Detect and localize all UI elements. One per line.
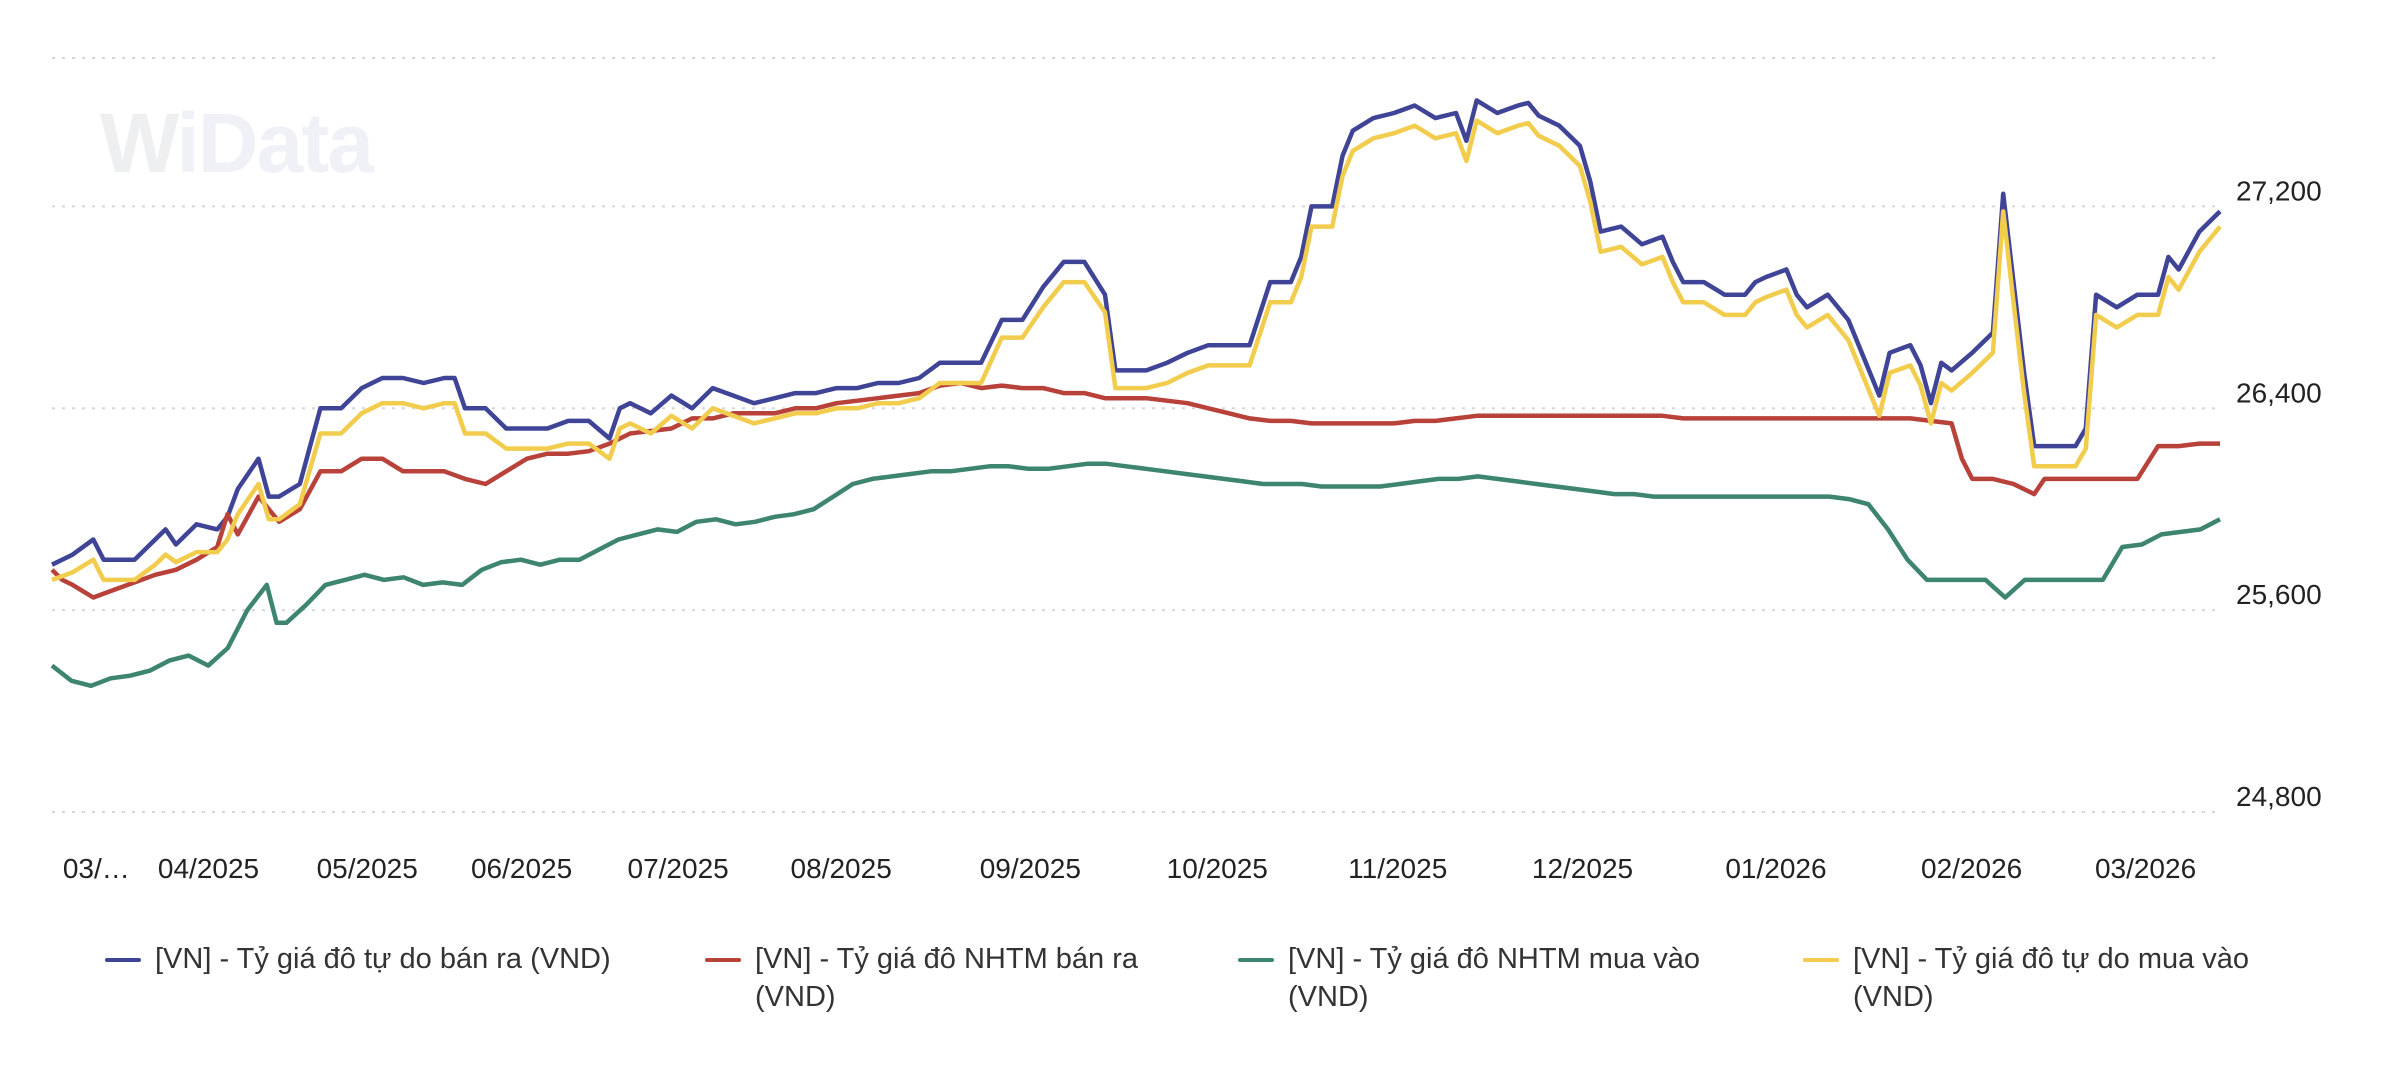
x-tick-label: 03/2026 (2095, 853, 2196, 884)
series-line-1 (51, 98, 2222, 567)
x-tick-label: 06/2025 (471, 853, 572, 884)
series-line-4 (51, 118, 2222, 583)
series-line-2 (50, 380, 2220, 600)
x-tick-label: 05/2025 (317, 853, 418, 884)
x-tick-label: 10/2025 (1167, 853, 1268, 884)
legend: [VN] - Tỷ giá đô tự do bán ra (VND) [VN] … (105, 940, 2305, 1030)
y-tick-label: 25,600 (2236, 579, 2322, 610)
x-tick-label: 02/2026 (1921, 853, 2022, 884)
legend-item-4[interactable]: [VN] - Tỷ giá đô tự do mua vào (VND) (1803, 940, 2263, 1016)
watermark-logo: WiData (100, 96, 374, 190)
x-tick-label: 07/2025 (628, 853, 729, 884)
series-line-3 (50, 461, 2222, 689)
y-tick-label: 26,400 (2236, 377, 2322, 408)
legend-item-2[interactable]: [VN] - Tỷ giá đô NHTM bán ra (VND) (705, 940, 1185, 1016)
legend-item-3[interactable]: [VN] - Tỷ giá đô NHTM mua vào (VND) (1238, 940, 1738, 1016)
x-tick-label: 11/2025 (1348, 853, 1447, 884)
x-tick-label: 01/2026 (1725, 853, 1826, 884)
x-tick-label: 03/… (63, 853, 130, 884)
legend-swatch-icon (1238, 958, 1274, 962)
x-tick-label: 08/2025 (791, 853, 892, 884)
legend-swatch-icon (105, 958, 141, 962)
y-tick-label: 27,200 (2236, 175, 2322, 206)
x-tick-label: 04/2025 (158, 853, 259, 884)
x-axis-ticks: 03/… 04/2025 05/2025 06/2025 07/2025 08/2025 0… (63, 853, 2196, 884)
legend-swatch-icon (1803, 958, 1839, 962)
x-tick-label: 12/2025 (1532, 853, 1633, 884)
series-lines (50, 98, 2222, 689)
x-tick-label: 09/2025 (980, 853, 1081, 884)
legend-item-1[interactable]: [VN] - Tỷ giá đô tự do bán ra (VND) (105, 940, 665, 978)
legend-label: [VN] - Tỷ giá đô tự do bán ra (VND) (155, 943, 611, 975)
legend-label: [VN] - Tỷ giá đô tự do mua vào (VND) (1853, 943, 2250, 1013)
legend-swatch-icon (705, 958, 741, 962)
y-axis-ticks: 24,800 25,600 26,400 27,200 (2236, 175, 2322, 812)
watermark-text: iData (176, 96, 374, 190)
grid-lines (52, 57, 2220, 813)
legend-label: [VN] - Tỷ giá đô NHTM bán ra (VND) (755, 943, 1139, 1013)
y-tick-label: 24,800 (2236, 781, 2322, 812)
legend-label: [VN] - Tỷ giá đô NHTM mua vào (VND) (1288, 943, 1701, 1013)
